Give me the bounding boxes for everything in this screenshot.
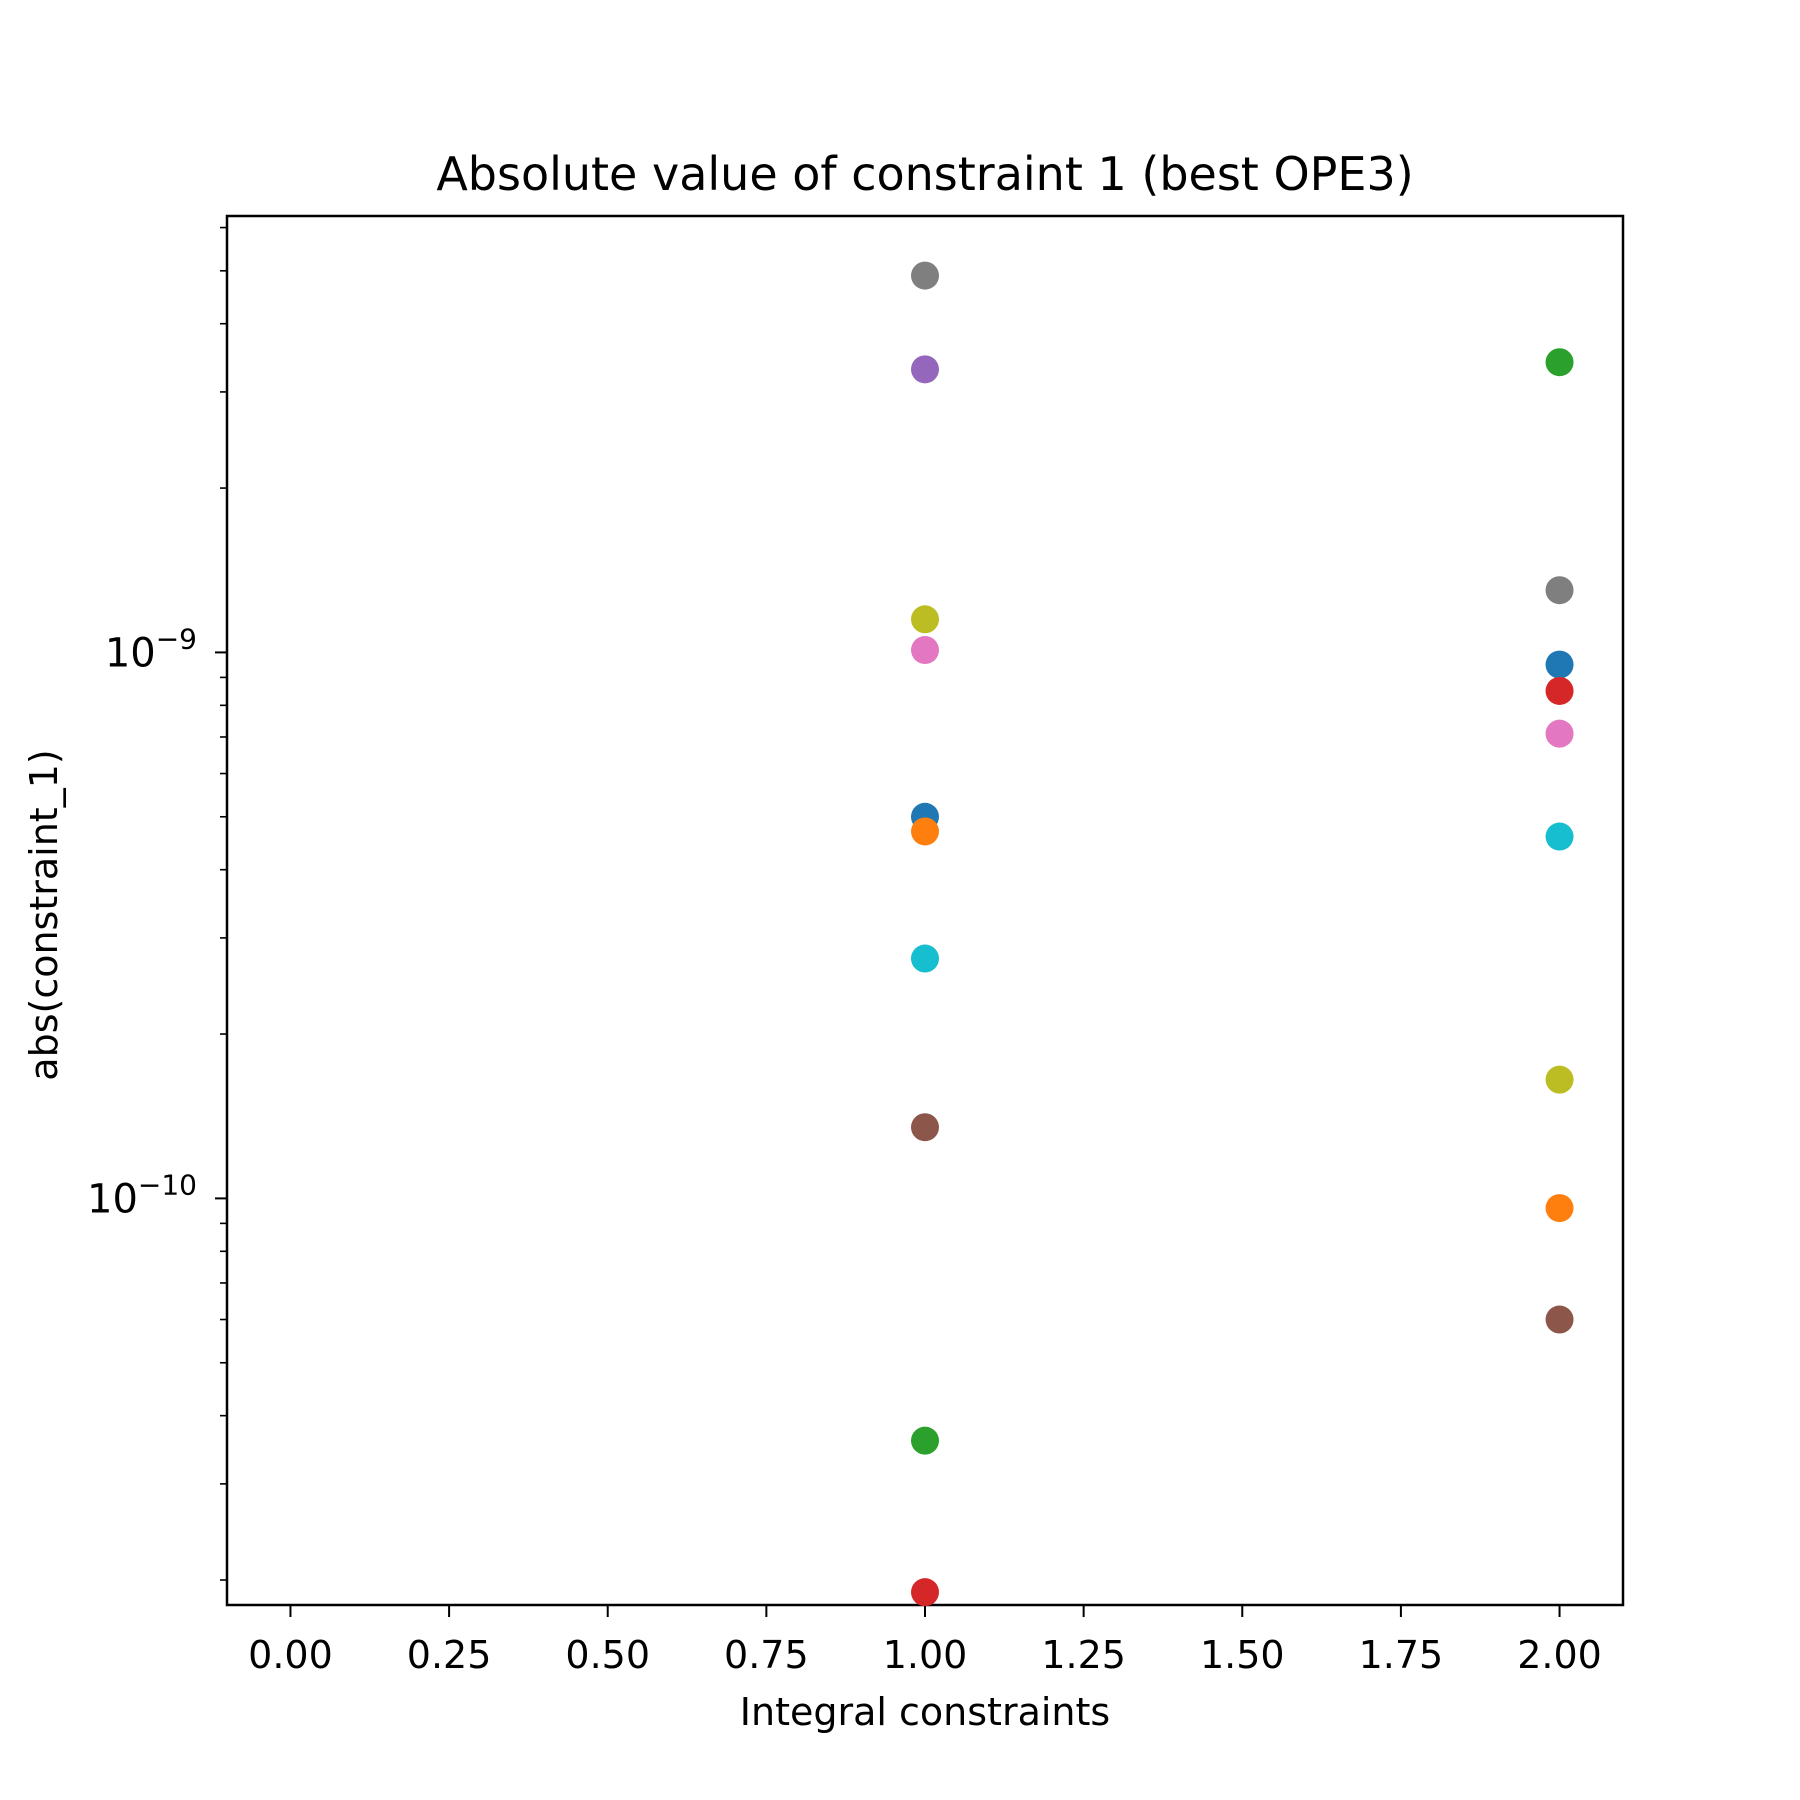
data-point [911, 817, 939, 846]
data-point [911, 261, 939, 290]
plot-area [225, 214, 1625, 1607]
data-point [1545, 650, 1574, 679]
data-point [911, 944, 939, 973]
x-tick-label: 0.50 [565, 1633, 650, 1677]
x-tick-label: 0.75 [724, 1633, 809, 1677]
data-points [911, 261, 1574, 1607]
data-point [911, 1578, 939, 1607]
x-tick-label: 0.00 [248, 1633, 333, 1677]
data-point [1545, 676, 1574, 705]
data-point [1545, 1194, 1574, 1223]
x-tick-label: 1.75 [1359, 1633, 1444, 1677]
x-tick-label: 2.00 [1517, 1633, 1602, 1677]
x-tick-label: 0.25 [407, 1633, 492, 1677]
y-axis-label: abs(constraint_1) [22, 749, 66, 1080]
y-tick-label: 10−9 [105, 622, 197, 676]
data-point [911, 1426, 939, 1455]
data-point [1545, 822, 1574, 851]
data-point [1545, 576, 1574, 605]
chart-title: Absolute value of constraint 1 (best OPE… [436, 147, 1413, 201]
x-axis-label: Integral constraints [740, 1690, 1110, 1734]
x-tick-label: 1.25 [1041, 1633, 1126, 1677]
data-point [911, 636, 939, 665]
x-axis: 0.00 0.25 0.50 0.75 1.00 1.25 1.50 1.75 2.00 [248, 1605, 1602, 1677]
x-tick-label: 1.50 [1200, 1633, 1285, 1677]
data-point [1545, 1305, 1574, 1334]
data-point [911, 605, 939, 634]
data-point [911, 355, 939, 384]
y-tick-label: 10−10 [87, 1168, 197, 1222]
data-point [1545, 719, 1574, 748]
data-point [1545, 348, 1574, 377]
plot-frame [225, 214, 1625, 1607]
x-tick-label: 1.00 [883, 1633, 968, 1677]
data-point [911, 1113, 939, 1142]
y-axis: 10−10 10−9 [87, 226, 227, 1581]
data-point [1545, 1065, 1574, 1094]
